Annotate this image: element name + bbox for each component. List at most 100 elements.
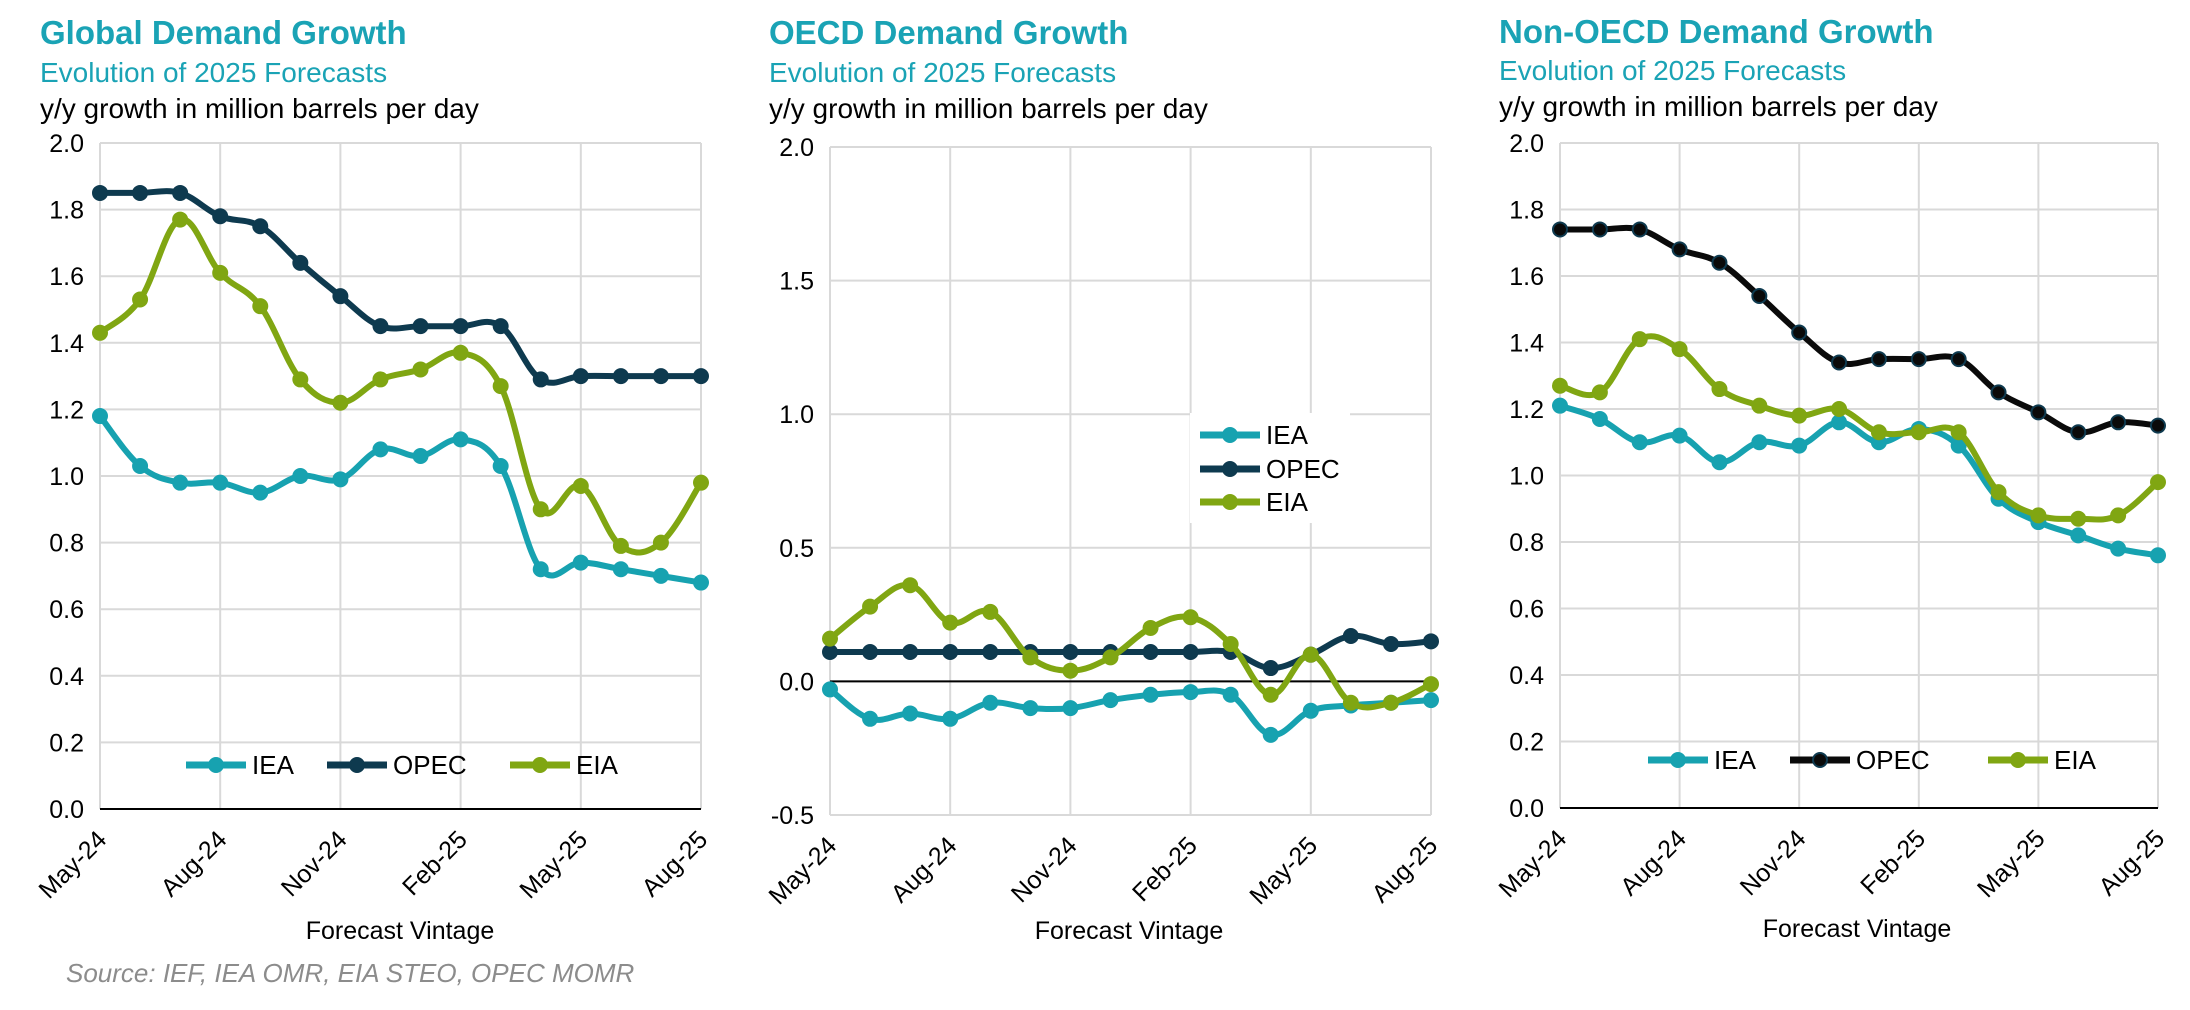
data-point xyxy=(332,471,349,488)
data-point xyxy=(822,644,838,661)
y-tick-label: 1.2 xyxy=(49,396,84,424)
data-point xyxy=(212,474,229,491)
data-point xyxy=(132,291,149,308)
y-tick-label: 0.6 xyxy=(1509,596,1544,624)
series-opec xyxy=(1552,221,2166,441)
x-tick-label: Aug-25 xyxy=(2093,824,2170,901)
data-point xyxy=(942,644,959,661)
x-axis-title: Forecast Vintage xyxy=(1035,917,1224,945)
data-point xyxy=(1062,700,1079,717)
y-tick-label: 0.8 xyxy=(1509,529,1544,557)
source-note: Source: IEF, IEA OMR, EIA STEO, OPEC MOM… xyxy=(66,958,634,988)
data-point xyxy=(1423,633,1439,650)
series-iea xyxy=(92,408,709,591)
data-point xyxy=(412,448,429,465)
data-point xyxy=(1552,377,1568,394)
legend-label: IEA xyxy=(1714,745,1757,775)
data-point xyxy=(332,288,349,305)
legend-swatch-marker xyxy=(2010,752,2026,768)
panel-title: OECD Demand Growth xyxy=(769,14,1128,51)
data-point xyxy=(902,644,919,661)
data-point xyxy=(1142,619,1159,636)
data-point xyxy=(1591,384,1608,401)
x-tick-label: May-25 xyxy=(514,825,593,904)
legend-swatch-marker xyxy=(1222,494,1238,510)
y-tick-label: -0.5 xyxy=(771,802,814,830)
x-tick-label: Feb-25 xyxy=(1855,824,1931,900)
data-point xyxy=(1423,676,1439,693)
data-point xyxy=(1631,331,1648,348)
y-tick-label: 1.6 xyxy=(1509,263,1544,291)
data-point xyxy=(1382,635,1399,652)
data-point xyxy=(492,318,509,335)
data-point xyxy=(1711,254,1728,271)
y-tick-label: 2.0 xyxy=(1509,130,1544,158)
data-point xyxy=(1870,424,1887,441)
data-point xyxy=(132,458,149,475)
data-point xyxy=(982,694,999,711)
data-point xyxy=(1382,694,1399,711)
data-point xyxy=(532,501,549,518)
data-point xyxy=(1222,635,1239,652)
data-point xyxy=(332,394,349,411)
data-point xyxy=(1671,427,1688,444)
data-point xyxy=(492,458,509,475)
x-tick-label: Nov-24 xyxy=(276,825,353,902)
legend-label: EIA xyxy=(1266,487,1309,517)
x-tick-label: Aug-24 xyxy=(1615,824,1692,901)
panel-title: Non-OECD Demand Growth xyxy=(1499,13,1934,50)
x-tick-label: May-25 xyxy=(1244,831,1323,910)
data-point xyxy=(572,368,589,385)
x-tick-label: Feb-25 xyxy=(397,825,473,901)
series-line xyxy=(1557,333,2161,523)
series-opec xyxy=(822,627,1439,677)
data-point xyxy=(1552,397,1568,414)
data-point xyxy=(2150,547,2166,564)
data-point xyxy=(1423,692,1439,709)
legend-swatch-marker xyxy=(532,757,548,773)
data-point xyxy=(372,371,389,388)
y-tick-label: 2.0 xyxy=(49,130,84,158)
y-tick-label: 1.4 xyxy=(1509,330,1544,358)
legend-label: OPEC xyxy=(1856,745,1930,775)
data-point xyxy=(132,184,149,201)
y-tick-label: 1.8 xyxy=(1509,197,1544,225)
legend-label: OPEC xyxy=(1266,454,1340,484)
data-point xyxy=(1262,686,1279,703)
x-tick-label: Aug-24 xyxy=(886,831,963,908)
data-point xyxy=(1950,424,1967,441)
data-point xyxy=(862,644,879,661)
data-point xyxy=(572,477,589,494)
data-point xyxy=(1631,221,1648,238)
panel-unit-label: y/y growth in million barrels per day xyxy=(1499,91,1938,122)
data-point xyxy=(1102,649,1119,666)
data-point xyxy=(1262,660,1279,677)
y-tick-label: 1.4 xyxy=(49,330,84,358)
x-tick-label: Aug-25 xyxy=(1366,831,1443,908)
legend-label: IEA xyxy=(252,750,295,780)
data-point xyxy=(1751,434,1768,451)
data-point xyxy=(1022,700,1039,717)
data-point xyxy=(2150,474,2166,491)
y-tick-label: 0.2 xyxy=(1509,729,1544,757)
data-point xyxy=(942,614,959,631)
legend-label: EIA xyxy=(2054,745,2097,775)
x-axis-title: Forecast Vintage xyxy=(306,917,495,945)
series-line xyxy=(1557,402,2161,559)
x-tick-label: Feb-25 xyxy=(1127,831,1203,907)
panel-subtitle: Evolution of 2025 Forecasts xyxy=(40,57,387,88)
y-tick-label: 0.4 xyxy=(49,663,84,691)
data-point xyxy=(1910,351,1927,368)
x-tick-label: Nov-24 xyxy=(1735,824,1812,901)
series-eia xyxy=(822,577,1439,711)
data-point xyxy=(982,603,999,620)
data-point xyxy=(212,264,229,281)
data-point xyxy=(412,318,429,335)
x-tick-label: May-24 xyxy=(763,831,842,910)
series-line xyxy=(827,581,1434,711)
data-point xyxy=(693,474,709,491)
series-eia xyxy=(1552,331,2166,527)
data-point xyxy=(942,710,959,727)
data-point xyxy=(1751,397,1768,414)
